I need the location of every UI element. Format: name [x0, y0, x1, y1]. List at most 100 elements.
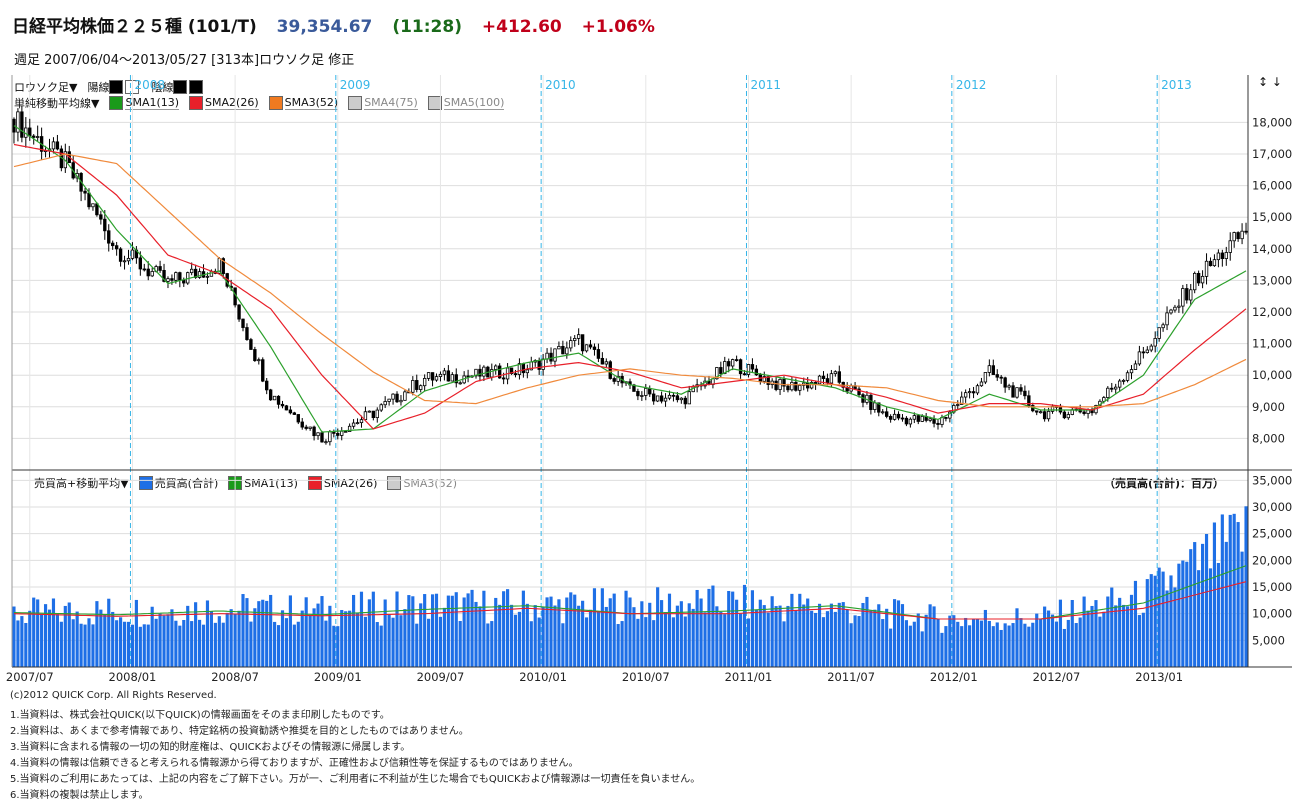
- candle-down: [825, 378, 830, 384]
- price-tick-label: 13,000: [1252, 273, 1292, 287]
- scroll-arrows-icon[interactable]: ↕ ↓: [1258, 75, 1282, 89]
- volume-bar: [1118, 597, 1122, 667]
- candle-down: [268, 389, 273, 401]
- volume-bar: [936, 619, 940, 667]
- candle-down: [103, 218, 107, 232]
- volume-bar: [569, 592, 573, 667]
- candle-up: [91, 203, 95, 208]
- volume-bar: [1054, 621, 1059, 667]
- volume-bar: [379, 625, 383, 667]
- volume-bar: [1007, 625, 1011, 667]
- volume-bar: [16, 620, 20, 667]
- candle-down: [683, 397, 687, 405]
- candle-down: [193, 268, 198, 278]
- candle-up: [1149, 345, 1153, 351]
- volume-bar: [648, 602, 652, 667]
- volume-bar: [470, 589, 474, 667]
- candle-down: [600, 357, 605, 365]
- sma2-legend[interactable]: SMA2(26): [189, 96, 259, 110]
- candle-up: [948, 411, 952, 419]
- candle-up: [604, 361, 608, 365]
- ma-type-dropdown[interactable]: 単純移動平均線▼: [14, 97, 100, 110]
- up-candle-swatch: [109, 80, 124, 94]
- candle-down: [995, 374, 999, 378]
- volume-bar: [525, 603, 529, 667]
- volume-bar: [987, 620, 991, 667]
- volume-bar: [363, 616, 368, 667]
- volume-bar: [1193, 542, 1197, 667]
- last-price: 39,354.67: [276, 17, 373, 37]
- candle-up: [640, 395, 644, 397]
- price-ma-line: [13, 153, 1247, 408]
- volume-swatch: [138, 476, 153, 490]
- candle-down: [1110, 387, 1114, 390]
- volume-bar: [1011, 623, 1015, 667]
- volume-bar: [573, 594, 577, 667]
- volume-bar: [1208, 568, 1213, 667]
- time-tick-label: 2009/07: [417, 670, 465, 684]
- sma1-legend[interactable]: SMA1(13): [109, 96, 180, 110]
- volume-bar: [221, 622, 225, 667]
- sma4-legend[interactable]: SMA4(75): [348, 96, 418, 110]
- candle-down: [774, 380, 778, 390]
- volume-bar: [521, 590, 525, 667]
- volume-bar: [873, 609, 877, 667]
- volume-bar: [920, 631, 924, 667]
- candle-down: [821, 375, 826, 379]
- candle-up: [723, 361, 727, 374]
- disclaimer-line: 3.当資料に含まれる情報の一切の知的財産権は、QUICKおよびその情報源に帰属し…: [10, 742, 411, 753]
- sma5-legend[interactable]: SMA5(100): [427, 96, 505, 110]
- volume-bar: [1197, 570, 1201, 667]
- volume-bar: [703, 612, 707, 667]
- volume-bar: [667, 593, 672, 667]
- volume-bar: [383, 599, 387, 667]
- volume-bar: [150, 606, 154, 667]
- volume-bar: [786, 605, 790, 667]
- candle-down: [1236, 232, 1240, 240]
- vol-sma2-legend[interactable]: SMA2(26): [307, 476, 377, 490]
- volume-bar: [438, 616, 443, 667]
- volume-bar: [1070, 599, 1074, 667]
- volume-bar: [889, 628, 893, 667]
- vol-sma3-legend[interactable]: SMA3(52): [387, 476, 457, 490]
- volume-bar: [107, 598, 111, 667]
- disclaimer-line: 2.当資料は、あくまで参考情報であり、特定銘柄の投資勧誘や推奨を目的としたもので…: [10, 726, 469, 737]
- volume-bar: [707, 588, 711, 667]
- candle-down: [288, 409, 293, 414]
- volume-bar: [1169, 575, 1173, 667]
- volume-bar: [502, 591, 506, 667]
- volume-bars: [12, 506, 1248, 667]
- volume-bar: [537, 617, 541, 667]
- candle-up: [1212, 259, 1217, 267]
- candle-up: [391, 393, 395, 400]
- volume-bar: [442, 607, 446, 667]
- volume-bar: [604, 606, 608, 667]
- volume-bar: [612, 593, 616, 667]
- volume-bar: [742, 584, 747, 667]
- volume-bar: [312, 608, 316, 667]
- volume-bar: [869, 610, 873, 667]
- volume-bar: [1232, 513, 1236, 667]
- candle-up: [667, 394, 672, 399]
- volume-bar: [391, 617, 395, 667]
- down-candle-legend[interactable]: 陰線: [151, 79, 205, 95]
- candle-down: [936, 422, 940, 425]
- chart-axes: [11, 75, 1292, 668]
- candle-down: [675, 395, 680, 401]
- candle-down: [944, 417, 948, 419]
- volume-bar: [296, 621, 300, 667]
- candle-down: [241, 318, 245, 328]
- candle-down: [336, 432, 340, 436]
- volume-bar: [983, 609, 987, 667]
- time-tick-label: 2011/01: [725, 670, 773, 684]
- volume-bar: [924, 614, 928, 667]
- candle-up: [881, 411, 885, 414]
- sma3-legend[interactable]: SMA3(52): [268, 96, 339, 110]
- candle-down: [636, 391, 640, 397]
- volume-bar: [280, 610, 285, 667]
- volume-bar: [1141, 612, 1145, 667]
- volume-bar: [170, 609, 174, 667]
- candle-up: [316, 432, 320, 437]
- volume-bar: [845, 609, 849, 667]
- candle-up: [474, 368, 478, 377]
